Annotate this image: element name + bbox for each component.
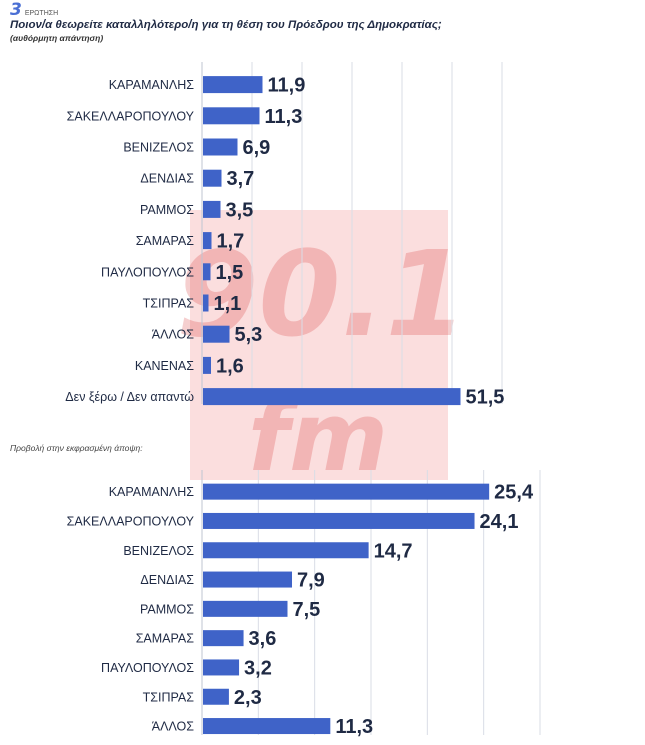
- bar: [203, 542, 369, 559]
- bar: [203, 76, 263, 94]
- bar: [203, 571, 293, 588]
- category-label: ΣΑΚΕΛΛΑΡΟΠΟΥΛΟΥ: [67, 109, 195, 123]
- chart-title: Ποιον/α θεωρείτε καταλληλότερο/η για τη …: [10, 19, 442, 31]
- data-label: 3,5: [226, 199, 254, 221]
- category-label: ΣΑΜΑΡΑΣ: [136, 234, 195, 248]
- category-label: ΣΑΜΑΡΑΣ: [136, 632, 195, 646]
- bar: [203, 263, 211, 281]
- chart-panel-projection: ΚΑΡΑΜΑΝΛΗΣ 25,4 ΣΑΚΕΛΛΑΡΟΠΟΥΛΟΥ 24,1 ΒΕΝΙΖΕΛ…: [67, 470, 541, 738]
- bar: [203, 232, 212, 250]
- data-label: 25,4: [494, 482, 534, 504]
- data-label: 3,7: [227, 168, 255, 190]
- question-line: 3 ΕΡΩΤΗΣΗ: [10, 0, 640, 20]
- bar: [203, 200, 221, 218]
- bar: [203, 600, 288, 617]
- data-label: 3,6: [249, 628, 277, 650]
- data-label: 3,2: [244, 657, 272, 679]
- bar: [203, 483, 490, 500]
- data-label: 7,5: [293, 599, 321, 621]
- header: 3 ΕΡΩΤΗΣΗ Ποιον/α θεωρείτε καταλληλότερο…: [10, 0, 640, 44]
- bar: [203, 718, 331, 735]
- data-label: 1,7: [217, 231, 245, 253]
- data-label: 5,3: [235, 324, 263, 346]
- category-label: ΒΕΝΙΖΕΛΟΣ: [123, 141, 194, 155]
- category-label: ΡΑΜΜΟΣ: [140, 203, 194, 217]
- bar: [203, 512, 475, 529]
- bar: [203, 294, 209, 312]
- category-label: ΚΑΡΑΜΑΝΛΗΣ: [109, 78, 195, 92]
- category-label: ΆΛΛΟΣ: [152, 328, 195, 342]
- bar: [203, 659, 240, 676]
- watermark-logo: 90.1 fm: [176, 210, 468, 493]
- category-label: ΣΑΚΕΛΛΑΡΟΠΟΥΛΟΥ: [67, 514, 195, 528]
- category-label: ΆΛΛΟΣ: [152, 720, 195, 734]
- data-label: 11,3: [335, 716, 373, 738]
- category-label: ΠΑΥΛΟΠΟΥΛΟΣ: [101, 265, 194, 279]
- data-label: 7,9: [297, 570, 325, 592]
- data-label: 1,1: [214, 293, 242, 315]
- chart-panel-spontaneous: ΚΑΡΑΜΑΝΛΗΣ 11,9 ΣΑΚΕΛΛΑΡΟΠΟΥΛΟΥ 11,3 ΒΕΝΙΖΕΛ…: [65, 62, 504, 409]
- category-label: ΚΑΝΕΝΑΣ: [135, 359, 194, 373]
- bar: [203, 688, 229, 705]
- data-label: 2,3: [234, 687, 262, 709]
- bar: [203, 107, 260, 125]
- category-label: ΚΑΡΑΜΑΝΛΗΣ: [109, 485, 195, 499]
- data-label: 11,3: [265, 106, 303, 128]
- bar: [203, 325, 230, 343]
- category-label: ΒΕΝΙΖΕΛΟΣ: [123, 544, 194, 558]
- bar: [203, 138, 238, 156]
- data-label: 1,6: [216, 355, 244, 377]
- data-label: 11,9: [268, 75, 306, 97]
- watermark-box: [190, 210, 448, 480]
- data-label: 1,5: [216, 262, 244, 284]
- bar: [203, 169, 222, 187]
- data-label: 14,7: [374, 540, 413, 562]
- question-label: ΕΡΩΤΗΣΗ: [24, 10, 59, 17]
- bar: [203, 630, 244, 647]
- bar: [203, 356, 211, 374]
- question-number: 3: [10, 0, 22, 20]
- data-label: 24,1: [480, 511, 519, 533]
- bar: [203, 388, 461, 406]
- category-label: ΤΣΙΠΡΑΣ: [143, 690, 195, 704]
- category-label: Δεν ξέρω / Δεν απαντώ: [65, 390, 194, 404]
- category-label: ΤΣΙΠΡΑΣ: [143, 297, 195, 311]
- category-label: ΔΕΝΔΙΑΣ: [140, 172, 194, 186]
- data-label: 6,9: [243, 137, 271, 159]
- category-label: ΠΑΥΛΟΠΟΥΛΟΣ: [101, 661, 194, 675]
- chart-subtitle: (αυθόρμητη απάντηση): [10, 33, 104, 43]
- data-label: 51,5: [466, 387, 505, 409]
- category-label: ΡΑΜΜΟΣ: [140, 602, 194, 616]
- section2-label: Προβολή στην εκφρασμένη άποψη:: [10, 443, 143, 453]
- category-label: ΔΕΝΔΙΑΣ: [140, 573, 194, 587]
